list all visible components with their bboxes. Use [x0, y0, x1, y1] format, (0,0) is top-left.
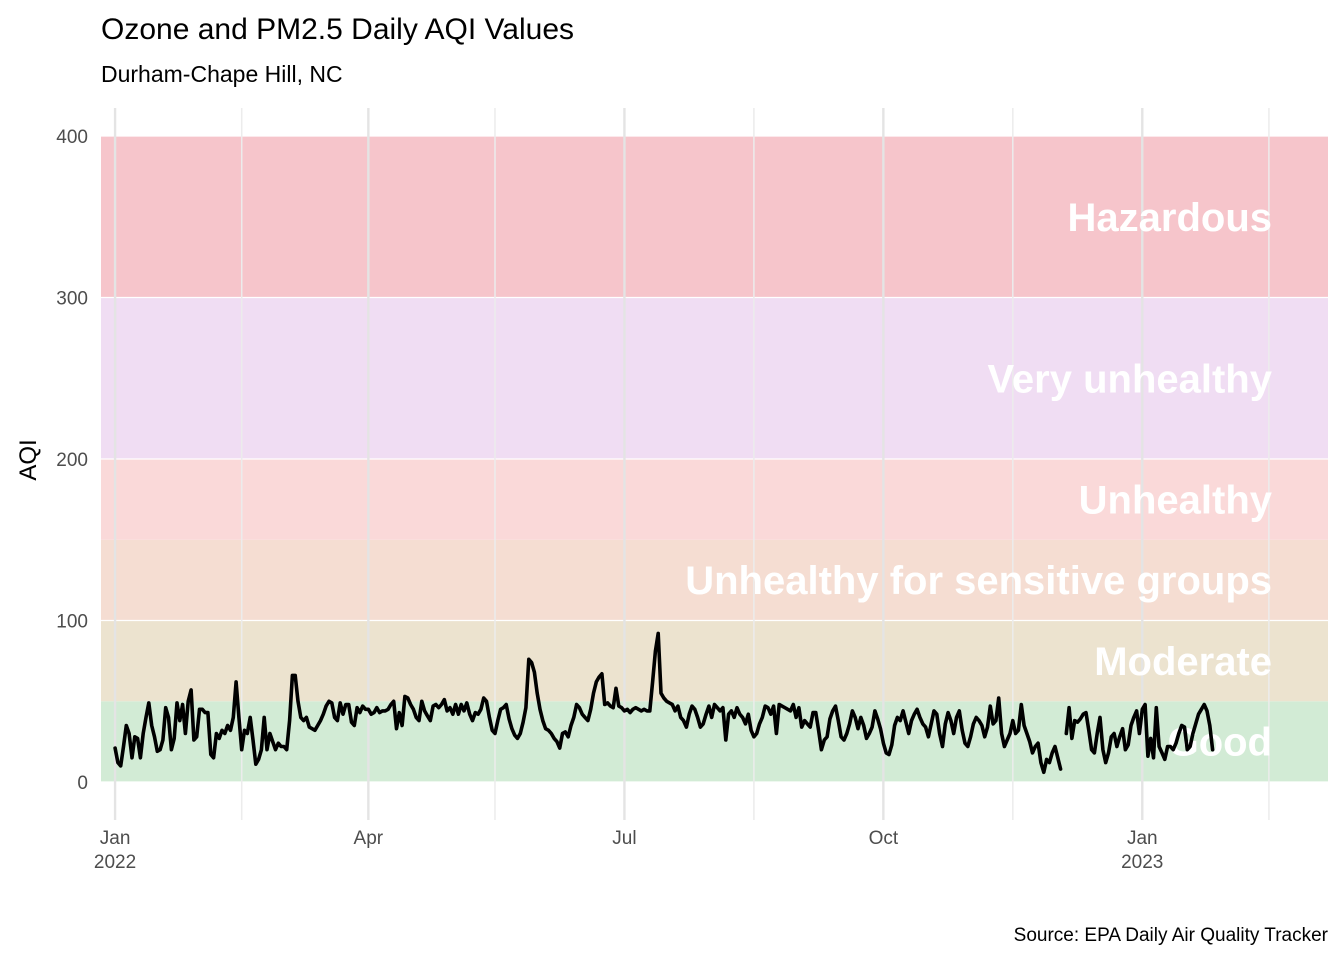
y-tick-label: 200 [56, 450, 88, 471]
grid-lines [101, 108, 1328, 820]
x-tick-label: Jan [100, 828, 131, 849]
y-tick-label: 0 [77, 773, 88, 794]
x-tick-label: Jan [1127, 828, 1158, 849]
x-axis-ticks: Jan 2022 Apr Jul Oct Jan 2023 [94, 828, 1163, 873]
x-tick-sublabel: 2022 [94, 852, 136, 873]
y-axis-label: AQI [15, 439, 42, 480]
band-very-unhealthy [101, 297, 1328, 459]
series-group [113, 631, 1215, 775]
band-label-very-unhealthy: Very unhealthy [987, 357, 1272, 401]
x-tick-label: Jul [612, 828, 636, 849]
chart-caption: Source: EPA Daily Air Quality Tracker [1014, 925, 1329, 946]
band-label-unhealthy-for-sensitive-groups: Unhealthy for sensitive groups [685, 559, 1272, 603]
x-tick-sublabel: 2023 [1121, 852, 1163, 873]
y-tick-label: 400 [56, 127, 88, 148]
band-moderate [101, 620, 1328, 702]
y-tick-label: 300 [56, 289, 88, 310]
band-unhealthy [101, 459, 1328, 540]
y-axis-ticks: 0 100 200 300 400 [56, 127, 88, 794]
chart-title: Ozone and PM2.5 Daily AQI Values [101, 13, 574, 46]
band-label-moderate: Moderate [1094, 640, 1272, 684]
band-label-unhealthy: Unhealthy [1079, 478, 1273, 522]
band-unhealthy-for-sensitive-groups [101, 539, 1328, 621]
band-label-hazardous: Hazardous [1068, 196, 1273, 240]
band-hazardous [101, 136, 1328, 298]
x-tick-label: Oct [869, 828, 899, 849]
x-tick-label: Apr [354, 828, 384, 849]
y-tick-label: 100 [56, 612, 88, 633]
aqi-series-line [113, 631, 1215, 775]
chart-subtitle: Durham-Chape Hill, NC [101, 61, 343, 87]
aqi-bands [101, 136, 1328, 782]
